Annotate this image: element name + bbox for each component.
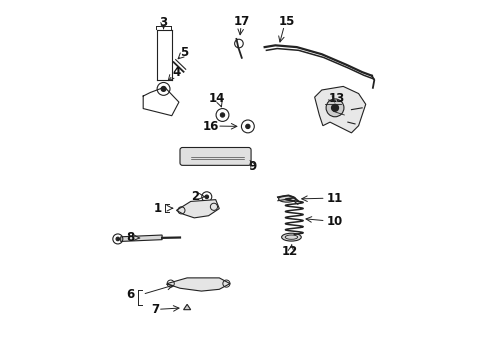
Circle shape (245, 124, 250, 129)
Circle shape (205, 195, 209, 199)
Text: 12: 12 (282, 245, 298, 258)
Text: 6: 6 (127, 288, 135, 301)
Text: 17: 17 (234, 15, 250, 28)
Polygon shape (167, 278, 230, 291)
FancyBboxPatch shape (180, 148, 251, 165)
Polygon shape (176, 200, 220, 218)
Text: 10: 10 (326, 215, 343, 228)
Text: 8: 8 (127, 231, 135, 244)
Text: 1: 1 (154, 202, 162, 215)
Circle shape (116, 237, 120, 241)
Text: 16: 16 (203, 120, 219, 132)
Text: 7: 7 (151, 303, 160, 316)
Circle shape (326, 99, 344, 117)
Ellipse shape (282, 233, 301, 241)
Polygon shape (315, 86, 366, 133)
Text: 15: 15 (278, 15, 294, 28)
Polygon shape (184, 304, 191, 310)
Text: 5: 5 (180, 46, 188, 59)
Text: 3: 3 (159, 15, 168, 28)
Text: 14: 14 (209, 93, 225, 105)
Text: 13: 13 (328, 93, 344, 105)
Circle shape (161, 86, 166, 91)
Text: 9: 9 (249, 160, 257, 173)
Circle shape (220, 113, 224, 117)
Text: 11: 11 (326, 192, 343, 205)
Text: 2: 2 (192, 190, 199, 203)
Polygon shape (121, 235, 162, 242)
Text: 4: 4 (172, 66, 180, 79)
Circle shape (331, 104, 339, 111)
Ellipse shape (279, 196, 296, 202)
